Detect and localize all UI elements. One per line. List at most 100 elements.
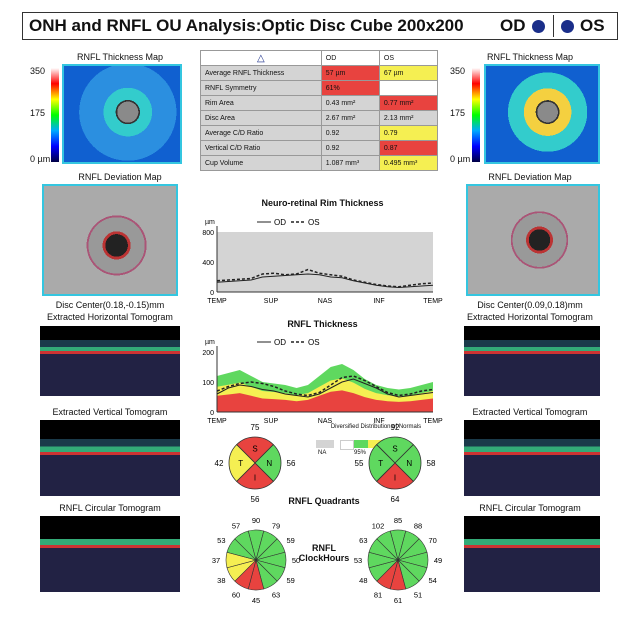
clockhour-value: 57 xyxy=(232,521,240,530)
row-label: Rim Area xyxy=(200,95,322,111)
row-od-value: 2.67 mm² xyxy=(320,110,380,126)
od-dot-icon xyxy=(531,19,545,33)
os-thickness-map-image xyxy=(484,64,600,164)
legend-green-swatch xyxy=(354,440,368,448)
row-od-value: 1.087 mm³ xyxy=(320,155,380,171)
legend-95-label: 95% xyxy=(354,450,367,456)
os-eye-indicator: OS xyxy=(561,16,605,36)
os-label: OS xyxy=(580,16,605,35)
clockhour-sector xyxy=(376,530,399,562)
od-thickness-map-caption: RNFL Thickness Map xyxy=(76,52,164,62)
y-tick-label: 200 xyxy=(202,350,214,357)
od-eye-indicator: OD xyxy=(500,16,545,36)
os-quadrant-chart: S 92 N 58 I 64 T 55 xyxy=(355,423,436,504)
quadrant-N xyxy=(254,444,282,482)
clockhour-value: 51 xyxy=(414,591,422,600)
os-series-line xyxy=(216,375,434,397)
row-os-value xyxy=(378,80,439,96)
legend-yellow-swatch xyxy=(368,440,382,448)
clockhour-value: 70 xyxy=(428,536,436,545)
clockhour-value: 38 xyxy=(217,576,225,585)
clockhour-value: 50 xyxy=(292,556,300,565)
row-od-value: 61% xyxy=(320,80,380,96)
clockhour-value: 37 xyxy=(212,556,220,565)
quadrant-S xyxy=(236,436,274,464)
x-tick-label: TEMP xyxy=(207,418,227,425)
table-warning-cell: △ xyxy=(200,50,322,66)
table-col-os: OS xyxy=(378,50,439,66)
x-tick-label: INF xyxy=(373,298,384,305)
od-label: OD xyxy=(500,16,526,35)
y-tick-label: 800 xyxy=(202,230,214,237)
x-tick-label: TEMP xyxy=(423,298,443,305)
os-scale-bottom: 0 µm xyxy=(450,154,471,164)
legend-od-label: OD xyxy=(274,338,286,347)
quadrant-value-T: 55 xyxy=(355,459,364,468)
row-os-value: 0.87 xyxy=(378,140,439,156)
rim-chart-title: Neuro-retinal Rim Thickness xyxy=(261,198,384,208)
row-os-value: 0.79 xyxy=(378,125,439,141)
os-circular-tomogram-caption: RNFL Circular Tomogram xyxy=(479,503,581,513)
chart-unit: µm xyxy=(205,339,215,346)
quadrant-label: RNFL Quadrants xyxy=(288,496,360,506)
header-divider xyxy=(553,15,554,37)
clockhour-value: 54 xyxy=(428,576,436,585)
os-scale-top: 350 xyxy=(450,66,466,76)
od-circular-tomogram-caption: RNFL Circular Tomogram xyxy=(59,503,161,513)
od-series-line xyxy=(216,378,434,398)
quadrant-letter-S: S xyxy=(252,445,257,454)
quadrant-I xyxy=(236,462,274,490)
od-quadrant-chart: S 75 N 56 I 56 T 42 xyxy=(215,423,296,504)
legend-white-swatch xyxy=(340,440,354,450)
od-horizontal-tomogram-caption: Extracted Horizontal Tomogram xyxy=(47,312,173,322)
clockhour-value: 45 xyxy=(252,596,260,605)
legend-na-swatch xyxy=(316,440,334,448)
os-circular-tomogram-image xyxy=(464,516,600,592)
row-os-value: 0.495 mm³ xyxy=(378,155,439,171)
od-deviation-map-caption: RNFL Deviation Map xyxy=(78,172,162,182)
legend-os-label: OS xyxy=(308,338,320,347)
os-scale-mid: 175 xyxy=(450,108,466,118)
os-vertical-tomogram-caption: Extracted Vertical Tomogram xyxy=(472,407,588,417)
quadrant-letter-T: T xyxy=(238,459,243,468)
table-row: Average C/D Ratio 0.92 0.79 xyxy=(200,125,439,141)
x-tick-label: SUP xyxy=(264,298,279,305)
quadrant-value-I: 56 xyxy=(251,495,260,504)
chart-unit: µm xyxy=(205,219,215,226)
row-os-value: 2.13 mm² xyxy=(378,110,439,126)
table-row: Cup Volume 1.087 mm³ 0.495 mm³ xyxy=(200,155,439,171)
table-header-row: △ OD OS xyxy=(200,50,439,66)
y-tick-label: 0 xyxy=(210,290,214,297)
od-circular-tomogram-image xyxy=(40,516,180,592)
os-vertical-tomogram-image xyxy=(464,420,600,496)
table-row: Disc Area 2.67 mm² 2.13 mm² xyxy=(200,110,439,126)
clockhour-sector xyxy=(234,530,257,562)
quadrant-N xyxy=(394,444,422,482)
quadrant-I xyxy=(376,462,414,490)
clockhour-value: 48 xyxy=(359,576,367,585)
legend-os-label: OS xyxy=(308,218,320,227)
quadrant-S xyxy=(376,436,414,464)
row-label: Average RNFL Thickness xyxy=(200,65,322,81)
clockhour-value: 79 xyxy=(272,521,280,530)
report-header: ONH and RNFL OU Analysis:Optic Disc Cube… xyxy=(22,12,618,40)
os-disc-center: Disc Center(0.09,0.18)mm xyxy=(477,300,583,310)
od-scale-top: 350 xyxy=(30,66,46,76)
legend-od-label: OD xyxy=(274,218,286,227)
table-col-od: OD xyxy=(320,50,380,66)
clockhour-value: 90 xyxy=(252,516,260,525)
os-deviation-map-caption: RNFL Deviation Map xyxy=(488,172,572,182)
quadrant-value-I: 64 xyxy=(391,495,400,504)
clockhour-value: 53 xyxy=(354,556,362,565)
clockhour-value: 59 xyxy=(286,576,294,585)
clockhour-value: 85 xyxy=(394,516,402,525)
clockhour-value: 61 xyxy=(394,596,402,605)
table-row: Average RNFL Thickness 57 µm 67 µm xyxy=(200,65,439,81)
clockhour-value: 102 xyxy=(372,521,385,530)
rnfl-chart-title: RNFL Thickness xyxy=(287,319,358,329)
quadrant-value-S: 92 xyxy=(391,423,400,432)
clockhour-value: 88 xyxy=(414,521,422,530)
quadrant-letter-N: N xyxy=(406,459,412,468)
row-label: Vertical C/D Ratio xyxy=(200,140,322,156)
